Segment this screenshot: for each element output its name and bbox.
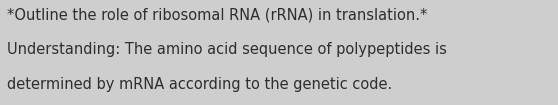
- Text: *Outline the role of ribosomal RNA (rRNA) in translation.*: *Outline the role of ribosomal RNA (rRNA…: [7, 7, 427, 22]
- Text: Understanding: The amino acid sequence of polypeptides is: Understanding: The amino acid sequence o…: [7, 42, 446, 57]
- Text: determined by mRNA according to the genetic code.: determined by mRNA according to the gene…: [7, 77, 392, 92]
